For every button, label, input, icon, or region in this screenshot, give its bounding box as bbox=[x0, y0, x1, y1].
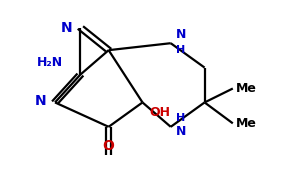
Text: N: N bbox=[176, 125, 187, 138]
Text: OH: OH bbox=[150, 106, 170, 119]
Text: H₂N: H₂N bbox=[37, 56, 64, 69]
Text: Me: Me bbox=[236, 117, 256, 130]
Text: O: O bbox=[103, 139, 115, 153]
Text: N: N bbox=[60, 21, 72, 35]
Text: N: N bbox=[176, 28, 187, 41]
Text: H: H bbox=[176, 45, 186, 55]
Text: H: H bbox=[176, 113, 186, 123]
Text: N: N bbox=[35, 94, 46, 108]
Text: Me: Me bbox=[236, 82, 256, 95]
